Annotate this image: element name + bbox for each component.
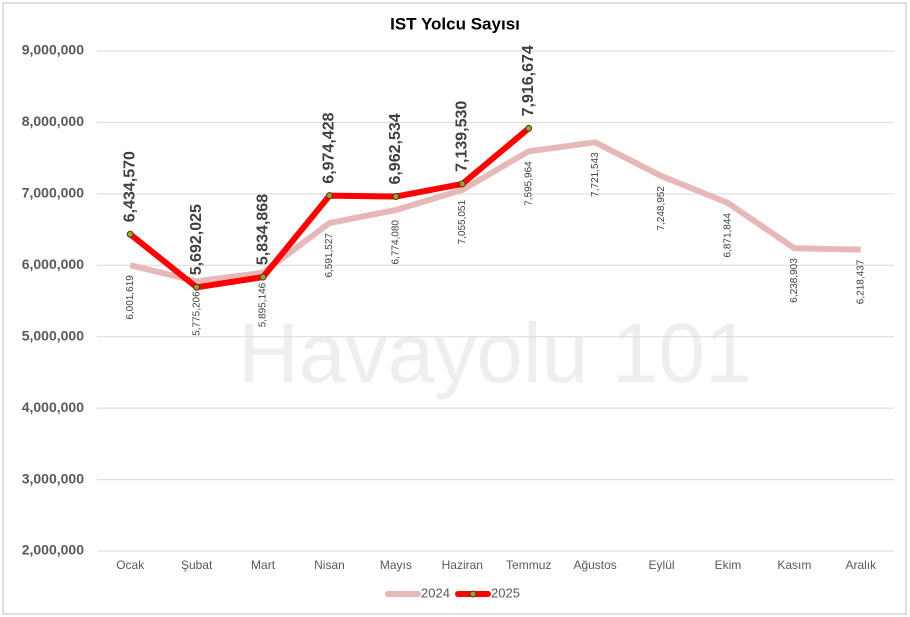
series-line xyxy=(129,139,861,285)
x-tick-label: Temmuz xyxy=(506,558,551,572)
x-tick-label: Mart xyxy=(251,558,276,572)
y-tick-label: 7,000,000 xyxy=(22,185,84,201)
x-tick-label: Haziran xyxy=(442,558,483,572)
watermark: Havayolu 101 xyxy=(238,306,752,400)
data-label: 7,248,952 xyxy=(656,186,667,231)
point-marker xyxy=(126,230,134,238)
point-marker xyxy=(525,124,533,132)
point-marker xyxy=(392,193,400,201)
data-label: 6,962,534 xyxy=(387,113,404,184)
data-label: 6,238,903 xyxy=(789,258,800,303)
y-tick-label: 2,000,000 xyxy=(22,542,84,558)
data-label: 6,434,570 xyxy=(121,151,138,222)
legend-label: 2024 xyxy=(421,585,450,600)
x-tick-label: Nisan xyxy=(314,558,345,572)
data-label: 7,916,674 xyxy=(520,45,537,116)
x-tick-label: Ekim xyxy=(715,558,742,572)
x-tick-label: Şubat xyxy=(181,558,213,572)
x-tick-label: Mayıs xyxy=(380,558,412,572)
point-marker xyxy=(193,283,201,291)
data-label: 7,055,051 xyxy=(457,199,468,244)
y-tick-label: 6,000,000 xyxy=(22,256,84,272)
data-label: 7,139,530 xyxy=(454,101,471,172)
data-label: 6,218,437 xyxy=(855,259,866,304)
data-label: 6,871,844 xyxy=(723,213,734,258)
chart-title: IST Yolcu Sayısı xyxy=(390,14,520,33)
data-label: 6,591,527 xyxy=(324,233,335,278)
data-label: 5,775,206 xyxy=(191,291,202,336)
y-tick-label: 4,000,000 xyxy=(22,399,84,415)
data-label: 6,974,428 xyxy=(321,112,338,183)
x-tick-label: Aralık xyxy=(845,558,877,572)
point-marker xyxy=(325,192,333,200)
point-marker xyxy=(458,180,466,188)
y-tick-label: 3,000,000 xyxy=(22,470,84,486)
data-label: 5,834,868 xyxy=(254,194,271,265)
x-tick-label: Ağustos xyxy=(573,558,616,572)
point-marker xyxy=(259,273,267,281)
x-tick-label: Ocak xyxy=(116,558,145,572)
data-label: 5,692,025 xyxy=(188,204,205,275)
y-tick-label: 5,000,000 xyxy=(22,327,84,343)
x-tick-label: Eylül xyxy=(649,558,675,572)
data-label: 6,774,080 xyxy=(391,220,402,265)
data-label: 7,595,964 xyxy=(523,161,534,206)
legend-marker xyxy=(469,590,477,598)
y-tick-label: 8,000,000 xyxy=(22,113,84,129)
legend-label: 2025 xyxy=(491,585,520,600)
data-label: 7,721,543 xyxy=(590,152,601,197)
data-label: 5,895,146 xyxy=(258,282,269,327)
data-label: 6,001,619 xyxy=(125,275,136,320)
x-tick-label: Kasım xyxy=(777,558,811,572)
y-tick-label: 9,000,000 xyxy=(22,42,84,58)
